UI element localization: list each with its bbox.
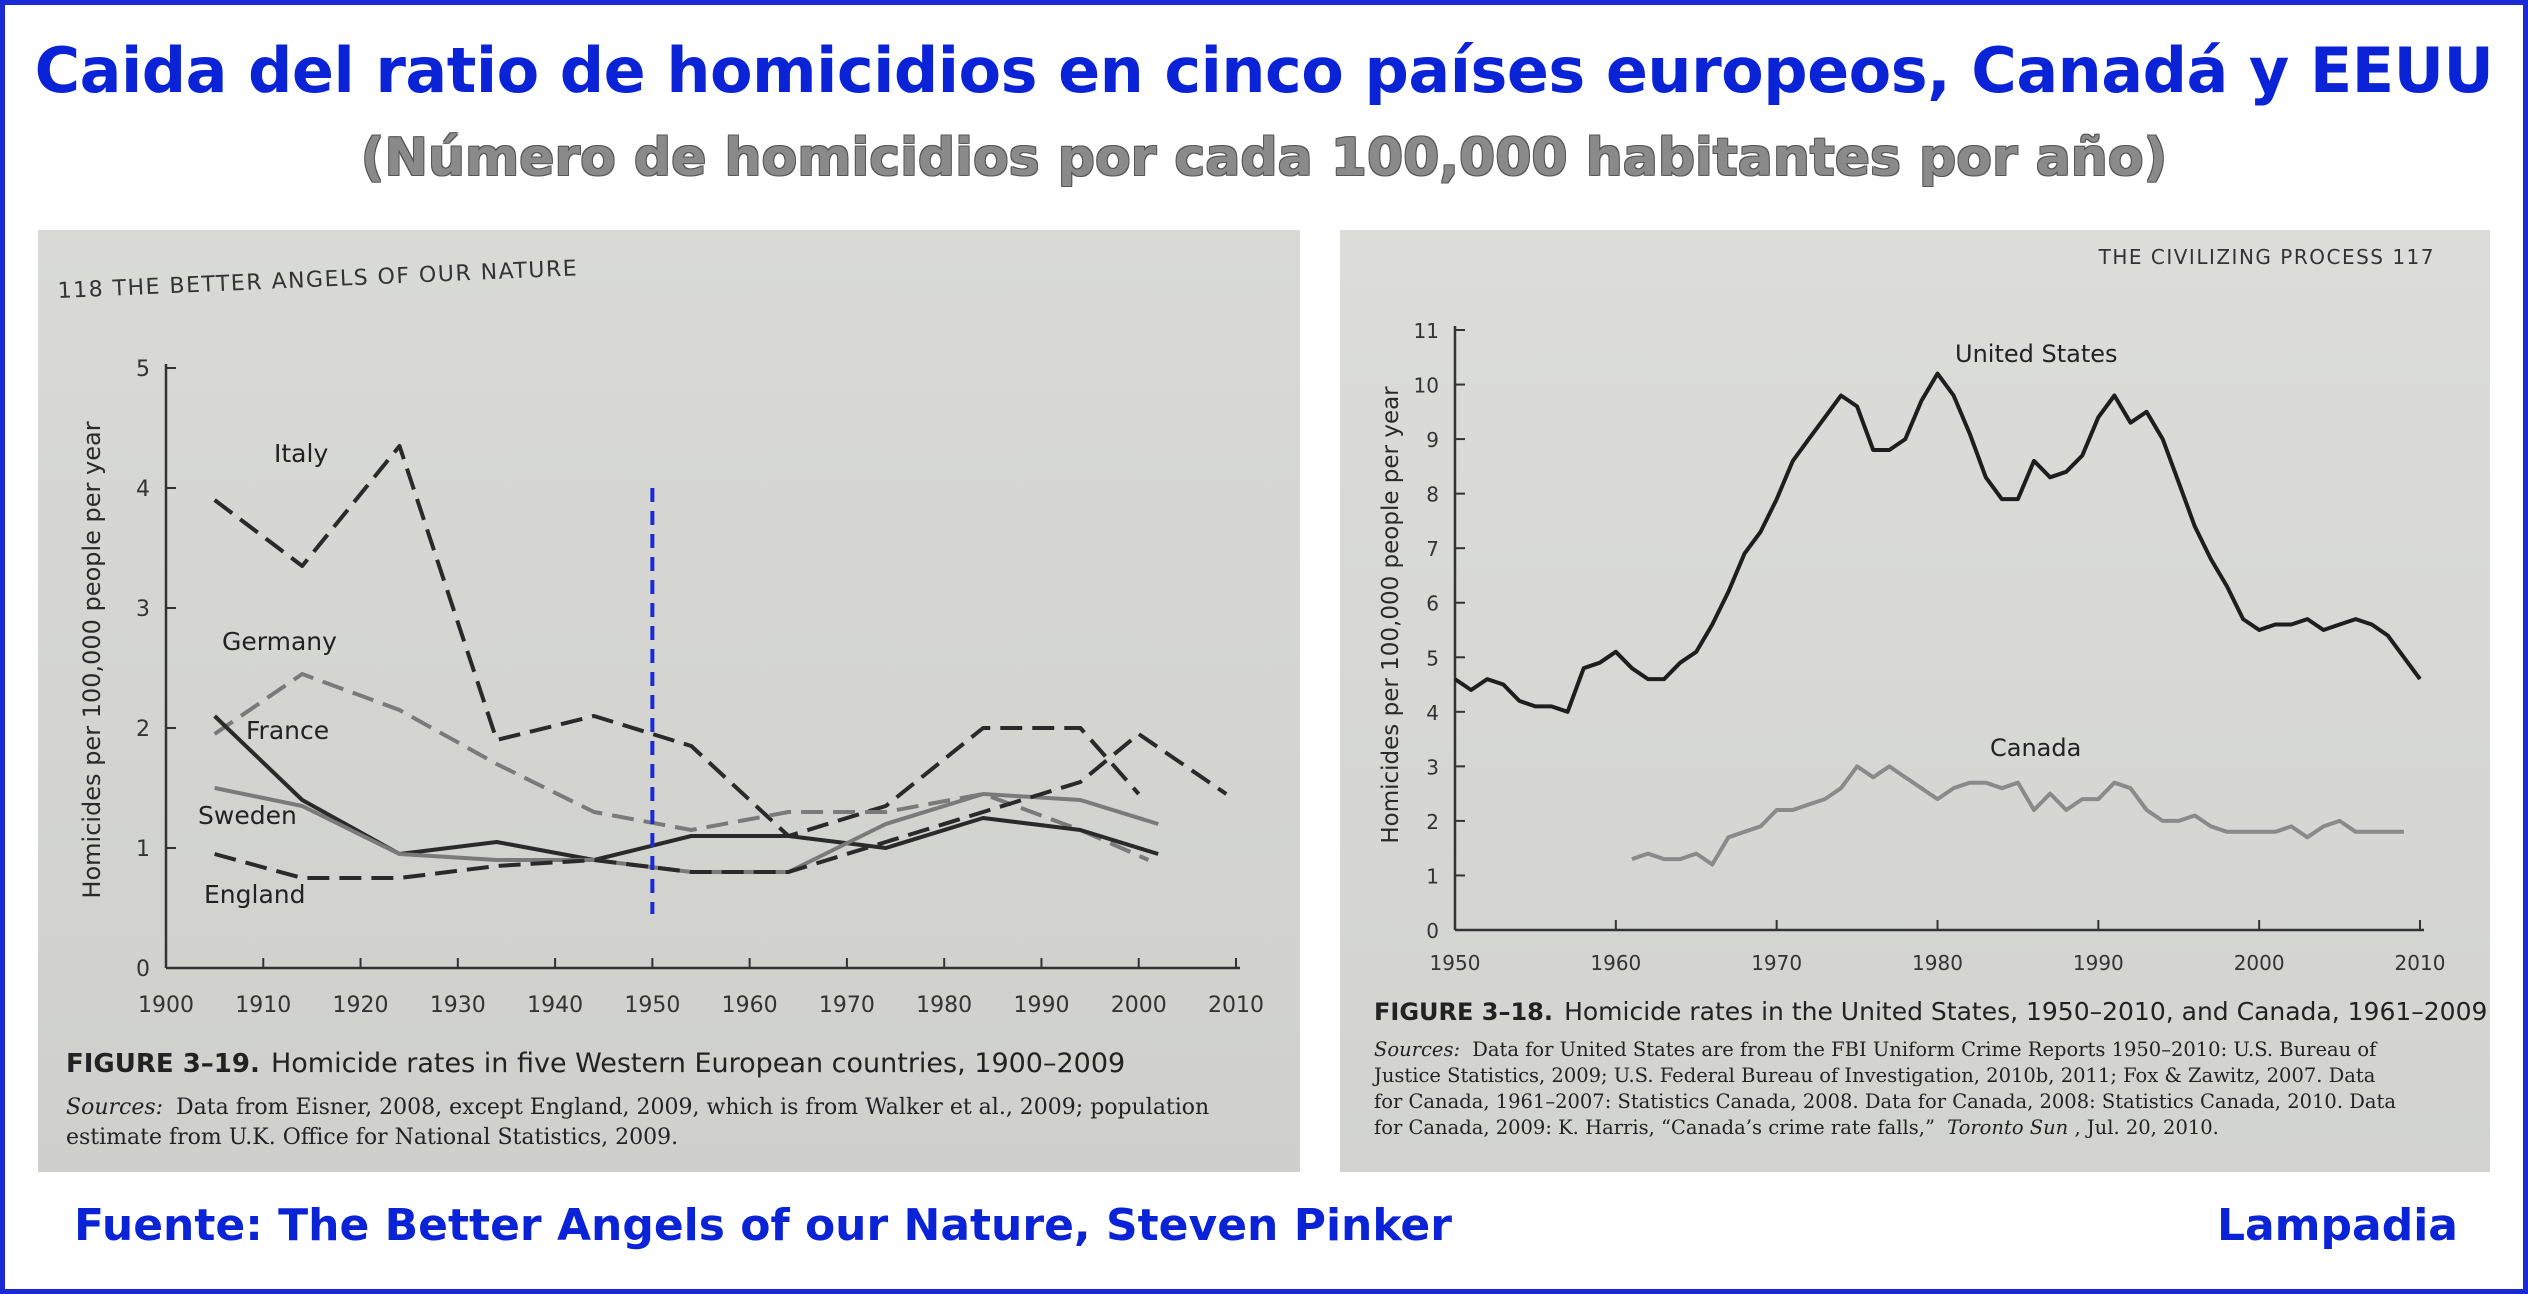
- sources-text-1: Data from Eisner, 2008, except England, …: [176, 1095, 1209, 1120]
- x-tick-label: 1990: [2073, 951, 2124, 975]
- y-tick-label: 0: [136, 957, 150, 982]
- x-tick-label: 1900: [138, 993, 194, 1018]
- caption-text: Homicide rates in five Western European …: [271, 1048, 1125, 1079]
- x-tick-label: 1970: [1751, 951, 1802, 975]
- running-head-right: THE CIVILIZING PROCESS 117: [2098, 245, 2435, 269]
- caption-label: FIGURE 3–18.: [1374, 998, 1553, 1026]
- y-tick-label: 1: [1426, 864, 1439, 888]
- series-label-sweden: Sweden: [198, 801, 297, 830]
- page-subtitle: (Número de homicidios por cada 100,000 h…: [360, 128, 2168, 188]
- y-tick-label: 5: [1426, 646, 1439, 670]
- series-line-germany: [213, 672, 1150, 862]
- x-tick-label: 1960: [722, 993, 778, 1018]
- y-tick-label: 4: [1426, 701, 1439, 725]
- x-tick-label: 2010: [1208, 993, 1264, 1018]
- y-tick-label: 9: [1426, 428, 1439, 452]
- series-labels: United States Canada: [1955, 340, 2118, 762]
- x-tick-label: 1910: [235, 993, 291, 1018]
- sources-label: Sources:: [1374, 1038, 1460, 1061]
- axes: 0 1 2 3 4 5 6 7 8 9 10 11 1950 1960 1970 1980 1990 2000 20…: [1414, 319, 2446, 975]
- sources-italic: Toronto Sun: [1947, 1116, 2068, 1139]
- series-group: [213, 444, 1228, 880]
- x-tick-label: 2000: [1111, 993, 1167, 1018]
- x-tick-label: 2010: [2395, 951, 2446, 975]
- x-tick-label: 1970: [819, 993, 875, 1018]
- series-line-canada: [1631, 764, 2404, 867]
- sources-label: Sources:: [66, 1095, 163, 1120]
- y-tick-label: 11: [1414, 319, 1439, 343]
- y-tick-label: 1: [136, 837, 150, 862]
- series-line-england: [214, 732, 1228, 880]
- x-tick-label: 2000: [2234, 951, 2285, 975]
- y-axis-label: Homicides per 100,000 people per year: [78, 421, 106, 898]
- footer-source: Fuente: The Better Angels of our Nature,…: [74, 1200, 1452, 1251]
- sources-line-1: Sources: Data from Eisner, 2008, except …: [66, 1095, 1209, 1120]
- sources-line-2: Justice Statistics, 2009; U.S. Federal B…: [1372, 1064, 2376, 1087]
- series-label-france: France: [246, 716, 329, 745]
- axes: 0 1 2 3 4 5 1900 1910 1920 1930 1940 1950 1960 1970 19…: [136, 357, 1264, 1018]
- sources-line-4: for Canada, 2009: K. Harris, “Canada’s c…: [1374, 1116, 2219, 1139]
- caption-label: FIGURE 3–19.: [66, 1049, 260, 1079]
- series-label-canada: Canada: [1990, 734, 2081, 762]
- series-line-united-states: [1453, 371, 2422, 714]
- series-line-italy: [213, 444, 1141, 838]
- sources-line-1: Sources: Data for United States are from…: [1374, 1038, 2378, 1061]
- x-tick-label: 1920: [333, 993, 389, 1018]
- footer-brand: Lampadia: [2216, 1200, 2458, 1251]
- y-tick-label: 4: [136, 477, 150, 502]
- series-label-united-states: United States: [1955, 340, 2118, 368]
- series-label-germany: Germany: [222, 627, 337, 656]
- sources-text-4: for Canada, 2009: K. Harris, “Canada’s c…: [1374, 1116, 1935, 1139]
- y-tick-label: 10: [1414, 374, 1439, 398]
- y-axis-label: Homicides per 100,000 people per year: [1378, 386, 1404, 844]
- page-title: Caida del ratio de homicidios en cinco p…: [34, 34, 2494, 107]
- x-tick-label: 1980: [1912, 951, 1963, 975]
- x-tick-label: 1950: [1430, 951, 1481, 975]
- caption-right: FIGURE 3–18. Homicide rates in the Unite…: [1374, 997, 2487, 1026]
- y-tick-label: 2: [1426, 810, 1439, 834]
- series-line-france: [213, 714, 1159, 862]
- y-tick-label: 0: [1426, 919, 1439, 943]
- x-tick-label: 1950: [624, 993, 680, 1018]
- sources-end: , Jul. 20, 2010.: [2074, 1116, 2218, 1139]
- series-label-italy: Italy: [274, 439, 328, 468]
- caption-text: Homicide rates in the United States, 195…: [1564, 997, 2487, 1026]
- series-labels: Italy Germany France Sweden England: [198, 439, 337, 909]
- sources-text-1: Data for United States are from the FBI …: [1472, 1038, 2378, 1061]
- x-tick-label: 1980: [916, 993, 972, 1018]
- x-tick-label: 1990: [1013, 993, 1069, 1018]
- y-tick-label: 3: [1426, 755, 1439, 779]
- y-tick-label: 2: [136, 717, 150, 742]
- y-tick-label: 5: [136, 357, 150, 382]
- chart-europe: 118 THE BETTER ANGELS OF OUR NATURE Homi…: [57, 256, 1264, 1150]
- chart-us-canada: THE CIVILIZING PROCESS 117 Homicides per…: [1372, 245, 2487, 1139]
- sources-line-3: for Canada, 1961–2007: Statistics Canada…: [1374, 1090, 2396, 1113]
- y-tick-label: 3: [136, 597, 150, 622]
- y-tick-label: 7: [1426, 537, 1439, 561]
- right-book-page: THE CIVILIZING PROCESS 117 Homicides per…: [1340, 230, 2490, 1172]
- y-tick-label: 8: [1426, 483, 1439, 507]
- left-book-page: 118 THE BETTER ANGELS OF OUR NATURE Homi…: [38, 230, 1300, 1172]
- series-group: [1453, 371, 2422, 867]
- x-tick-label: 1930: [430, 993, 486, 1018]
- x-tick-label: 1940: [527, 993, 583, 1018]
- series-label-england: England: [204, 880, 306, 909]
- caption-left: FIGURE 3–19. Homicide rates in five West…: [66, 1048, 1125, 1079]
- running-head-left: 118 THE BETTER ANGELS OF OUR NATURE: [57, 256, 578, 304]
- x-tick-label: 1960: [1590, 951, 1641, 975]
- y-tick-label: 6: [1426, 592, 1439, 616]
- sources-line-2: estimate from U.K. Office for National S…: [66, 1125, 678, 1150]
